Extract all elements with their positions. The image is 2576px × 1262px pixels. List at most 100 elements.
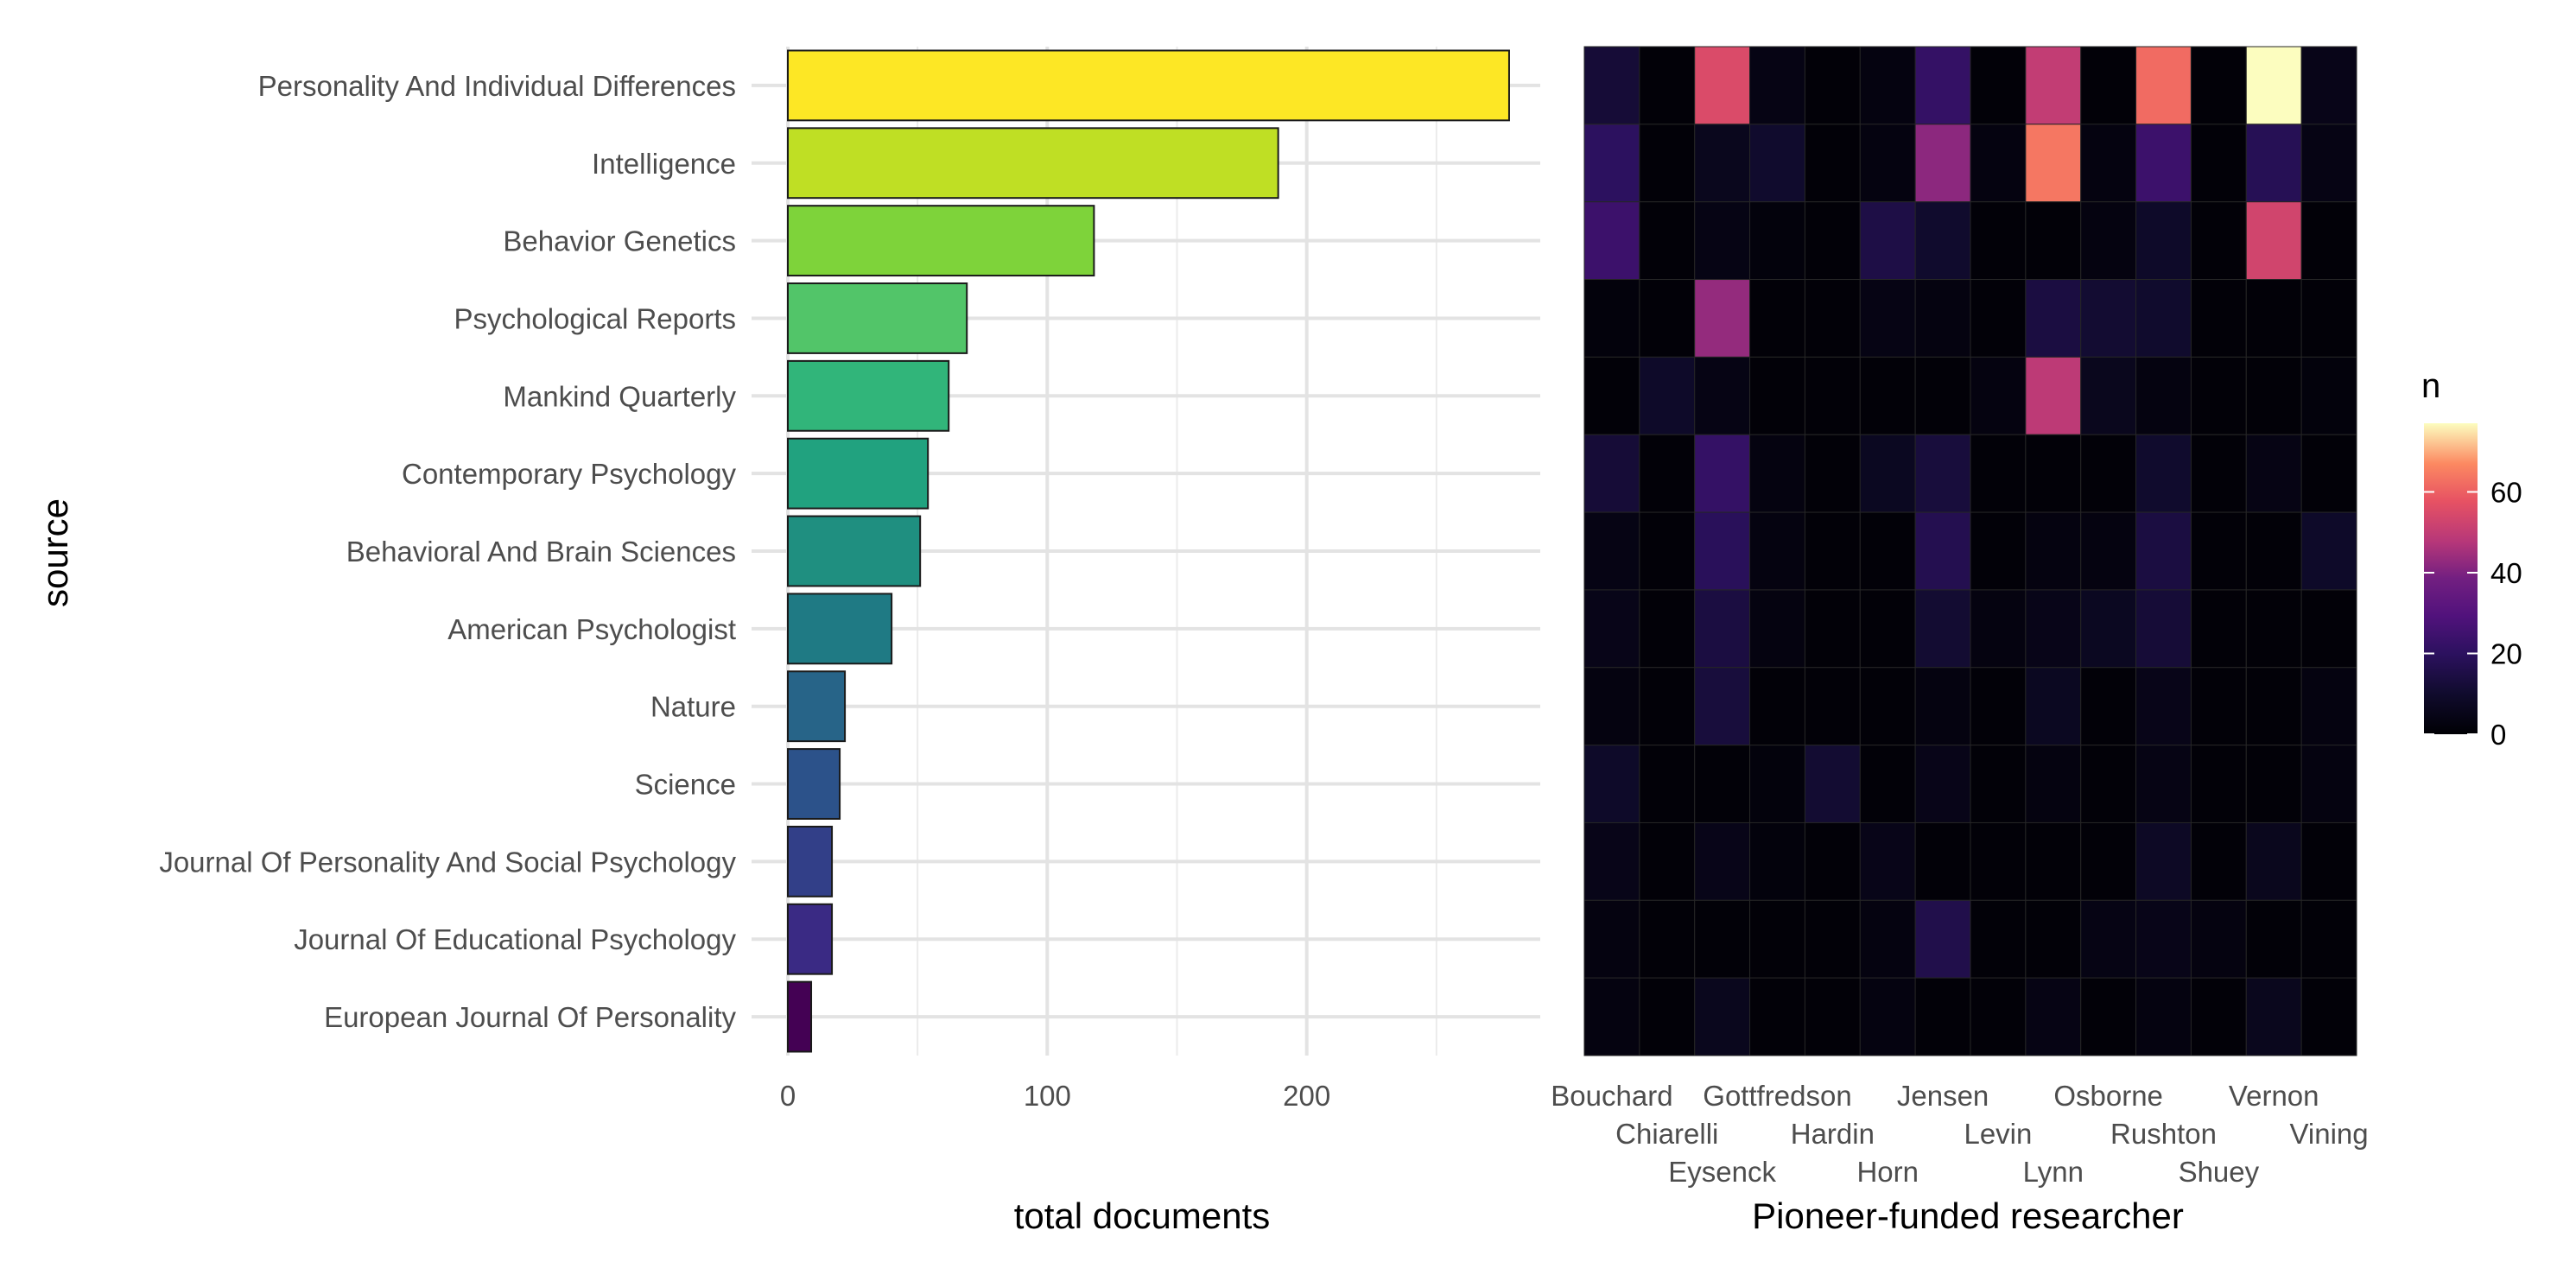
- heatmap-cell: [2080, 667, 2137, 746]
- heatmap-cell: [1859, 434, 1916, 513]
- legend-tick-label: 20: [2490, 637, 2522, 669]
- heatmap-cell: [1804, 511, 1861, 591]
- heatmap-cell: [1639, 46, 1696, 125]
- bar: [787, 515, 922, 587]
- heatmap-cell: [1914, 46, 1971, 125]
- researcher-tick-label: Vernon: [2229, 1080, 2319, 1112]
- heatmap-x-axis-title: Pioneer-funded researcher: [1752, 1195, 2184, 1236]
- heatmap-cell: [2190, 46, 2247, 125]
- heatmap-cell: [2080, 356, 2137, 435]
- bar: [787, 748, 841, 820]
- heatmap-cell: [2245, 279, 2302, 358]
- heatmap-cell: [2135, 977, 2192, 1056]
- heatmap-cell: [2245, 589, 2302, 669]
- heatmap-cell: [2135, 434, 2192, 513]
- heatmap-cell: [1970, 589, 2027, 669]
- heatmap-cell: [1749, 667, 1805, 746]
- heatmap-cell: [1914, 434, 1971, 513]
- heatmap-cell: [1970, 434, 2027, 513]
- heatmap-cell: [1694, 124, 1751, 203]
- heatmap-cell: [2190, 821, 2247, 901]
- heatmap-cell: [1639, 821, 1696, 901]
- heatmap-cell: [1914, 667, 1971, 746]
- heatmap-cell: [1639, 201, 1696, 281]
- heatmap-cell: [1749, 511, 1805, 591]
- heatmap-cell: [1804, 899, 1861, 979]
- heatmap-cell: [1859, 124, 1916, 203]
- heatmap-cell: [2245, 356, 2302, 435]
- color-legend: n 0 20 40 60: [2421, 367, 2522, 751]
- heatmap-cell: [2300, 46, 2357, 125]
- heatmap-cell: [2300, 821, 2357, 901]
- heatmap-cell: [2190, 511, 2247, 591]
- heatmap-cell: [2025, 434, 2082, 513]
- heatmap-cell: [1694, 356, 1751, 435]
- heatmap-cell: [1694, 745, 1751, 823]
- heatmap-cell: [1914, 201, 1971, 281]
- heatmap-cell: [1914, 977, 1971, 1056]
- heatmap-cell: [1749, 821, 1805, 901]
- heatmap-cell: [1749, 434, 1805, 513]
- source-tick-label: Science: [635, 769, 736, 801]
- heatmap-cell: [2025, 46, 2082, 125]
- heatmap-cell: [2080, 821, 2137, 901]
- researcher-tick-label: Vining: [2290, 1118, 2369, 1150]
- heatmap-cell: [1970, 667, 2027, 746]
- bar: [787, 205, 1095, 277]
- heatmap-cell: [1749, 356, 1805, 435]
- heatmap-cell: [2190, 124, 2247, 203]
- heatmap-cell: [1859, 201, 1916, 281]
- heatmap-cell: [1804, 821, 1861, 901]
- heatmap-cell: [2300, 977, 2357, 1056]
- source-tick-label: Mankind Quarterly: [503, 380, 736, 412]
- heatmap-cell: [1583, 899, 1640, 979]
- heatmap-cell: [1583, 124, 1640, 203]
- documents-tick-label: 0: [780, 1080, 796, 1112]
- heatmap-cell: [1583, 201, 1640, 281]
- heatmap-cell: [1970, 511, 2027, 591]
- heatmap-cell: [2135, 511, 2192, 591]
- heatmap-cell: [1694, 201, 1751, 281]
- heatmap-cell: [1749, 46, 1805, 125]
- heatmap-cell: [1694, 821, 1751, 901]
- heatmap-cell: [1804, 201, 1861, 281]
- heatmap-cell: [2245, 46, 2302, 125]
- heatmap-cell: [1914, 279, 1971, 358]
- heatmap-cell: [1859, 589, 1916, 669]
- bar: [787, 593, 893, 665]
- researcher-tick-label: Osborne: [2053, 1080, 2163, 1112]
- heatmap-cell: [1859, 46, 1916, 125]
- heatmap-cell: [1914, 899, 1971, 979]
- heatmap-cell: [1970, 745, 2027, 823]
- heatmap-cell: [2025, 977, 2082, 1056]
- heatmap-cell: [2190, 279, 2247, 358]
- heatmap-cell: [1639, 667, 1696, 746]
- heatmap-cell: [1639, 745, 1696, 823]
- heatmap-cell: [1914, 589, 1971, 669]
- heatmap-cell: [1583, 667, 1640, 746]
- heatmap-cell: [1970, 279, 2027, 358]
- heatmap-cell: [2300, 511, 2357, 591]
- heatmap-cell: [2025, 667, 2082, 746]
- researcher-tick-label: Bouchard: [1551, 1080, 1672, 1112]
- heatmap-cell: [1804, 745, 1861, 823]
- source-tick-labels: Personality And Individual Differences In…: [159, 70, 736, 1033]
- researcher-tick-label: Rushton: [2110, 1118, 2217, 1150]
- bar: [787, 359, 950, 432]
- heatmap-cell: [1694, 434, 1751, 513]
- heatmap-cell: [1694, 46, 1751, 125]
- legend-tick-label: 0: [2490, 719, 2506, 751]
- heatmap-cell: [2245, 667, 2302, 746]
- documents-tick-label: 100: [1024, 1080, 1071, 1112]
- bar: [787, 980, 813, 1053]
- heatmap-cell: [2025, 589, 2082, 669]
- bar: [787, 670, 847, 743]
- heatmap-cell: [1694, 511, 1751, 591]
- heatmap-cell: [2190, 977, 2247, 1056]
- researcher-tick-label: Shuey: [2179, 1156, 2260, 1188]
- heatmap-cell: [2080, 589, 2137, 669]
- heatmap-cell: [1583, 745, 1640, 823]
- heatmap-cell: [2080, 201, 2137, 281]
- heatmap-cell: [1804, 46, 1861, 125]
- heatmap-cell: [2135, 279, 2192, 358]
